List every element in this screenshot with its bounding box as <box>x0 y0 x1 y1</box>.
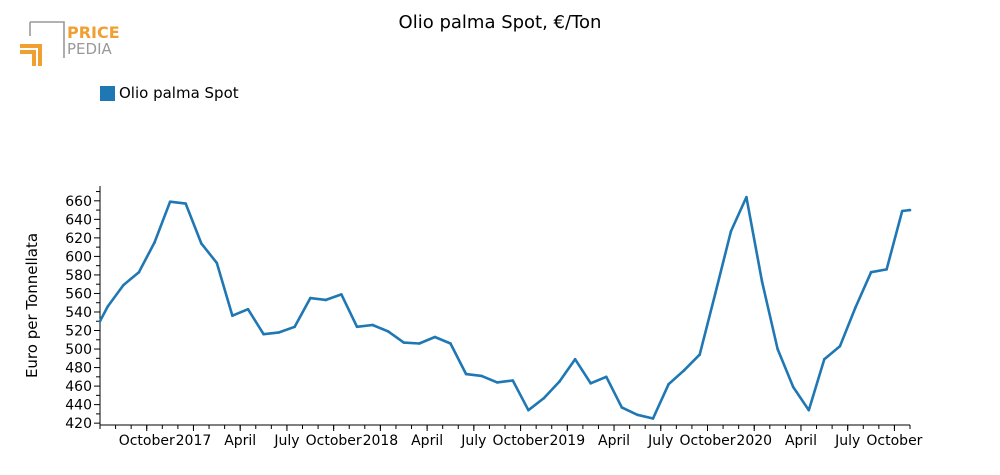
data-point <box>776 347 779 351</box>
data-point <box>589 382 592 385</box>
series-line <box>98 195 911 420</box>
data-point <box>667 382 670 386</box>
data-point <box>908 208 912 212</box>
y-tick-label: 580 <box>65 268 92 284</box>
x-tick-label: April <box>785 433 817 449</box>
data-point <box>386 330 390 333</box>
data-point <box>620 406 624 409</box>
data-point <box>137 270 141 274</box>
data-point <box>869 270 873 274</box>
data-point <box>791 385 795 389</box>
data-point <box>527 408 530 412</box>
data-point <box>885 268 888 271</box>
y-tick-label: 600 <box>65 249 92 265</box>
x-tick-label: July <box>460 433 486 449</box>
data-point <box>371 323 374 327</box>
data-point <box>573 357 577 361</box>
legend: Olio palma Spot <box>100 84 239 102</box>
y-tick-label: 440 <box>65 398 92 414</box>
data-point <box>542 396 546 400</box>
x-tick-label: October <box>493 433 549 449</box>
data-point <box>900 209 904 213</box>
data-point <box>558 380 561 383</box>
data-point <box>713 292 717 295</box>
data-point <box>246 307 250 311</box>
data-point <box>729 230 733 233</box>
y-tick-label: 660 <box>65 194 92 210</box>
y-tick-label: 560 <box>65 286 92 302</box>
data-point <box>340 293 343 296</box>
data-point <box>495 381 499 384</box>
x-tick-label: July <box>647 433 673 449</box>
data-point <box>184 202 187 205</box>
data-point <box>293 325 297 329</box>
x-tick-label: April <box>224 433 256 449</box>
data-point <box>308 296 312 300</box>
data-point <box>823 357 826 361</box>
data-point <box>168 200 172 204</box>
data-point <box>854 306 857 309</box>
y-tick-label: 460 <box>65 379 92 395</box>
data-point <box>480 374 483 378</box>
x-tick-label: October <box>866 433 922 449</box>
data-point <box>682 369 686 372</box>
y-axis-label: Euro per Tonnellata <box>23 233 41 378</box>
logo-line2: PEDIA <box>67 40 112 58</box>
data-point <box>511 379 515 382</box>
x-tick-label: July <box>834 433 860 449</box>
data-point <box>402 341 406 344</box>
x-tick-label: 2018 <box>363 433 399 449</box>
logo-line1: PRICE <box>67 23 120 42</box>
data-point <box>199 242 203 245</box>
legend-swatch <box>100 85 115 101</box>
y-tick-label: 520 <box>65 324 92 340</box>
x-tick-label: October <box>119 433 175 449</box>
data-point <box>324 298 328 302</box>
data-point <box>745 195 748 199</box>
chart-axes: 420 440 460 480 500 520 540 560 580 600 620 640 660 O… <box>23 186 923 449</box>
series-layer <box>98 195 912 420</box>
pricepedia-logo: PRICE PEDIA <box>20 21 120 66</box>
data-point <box>106 305 110 308</box>
data-point <box>262 332 265 336</box>
y-tick-label: 640 <box>65 212 92 228</box>
data-point <box>418 342 421 345</box>
x-tick-label: April <box>411 433 443 449</box>
data-point <box>355 325 359 329</box>
x-tick-label: October <box>306 433 362 449</box>
data-point <box>231 314 234 317</box>
data-point <box>838 344 842 348</box>
x-tick-label: October <box>679 433 735 449</box>
data-point <box>277 331 281 334</box>
x-tick-label: 2019 <box>549 433 585 449</box>
data-point <box>98 319 102 323</box>
x-tick-label: 2020 <box>736 433 772 449</box>
data-point <box>464 372 468 376</box>
x-tick-label: July <box>273 433 299 449</box>
y-tick-label: 480 <box>65 361 92 377</box>
data-point <box>215 261 219 265</box>
data-point <box>760 280 764 283</box>
data-point <box>122 283 125 287</box>
data-point <box>153 241 156 244</box>
data-point <box>698 353 702 356</box>
data-point <box>807 408 811 412</box>
data-point <box>433 335 437 339</box>
y-tick-label: 620 <box>65 231 92 247</box>
data-point <box>604 375 608 379</box>
data-point <box>636 413 639 417</box>
data-point <box>449 342 452 345</box>
y-tick-label: 420 <box>65 416 92 432</box>
chart-title: Olio palma Spot, €/Ton <box>398 12 602 33</box>
x-tick-label: 2017 <box>176 433 212 449</box>
x-tick-label: April <box>598 433 630 449</box>
data-point <box>651 417 655 420</box>
legend-label: Olio palma Spot <box>119 84 239 102</box>
y-tick-label: 500 <box>65 342 92 358</box>
y-tick-label: 540 <box>65 305 92 321</box>
